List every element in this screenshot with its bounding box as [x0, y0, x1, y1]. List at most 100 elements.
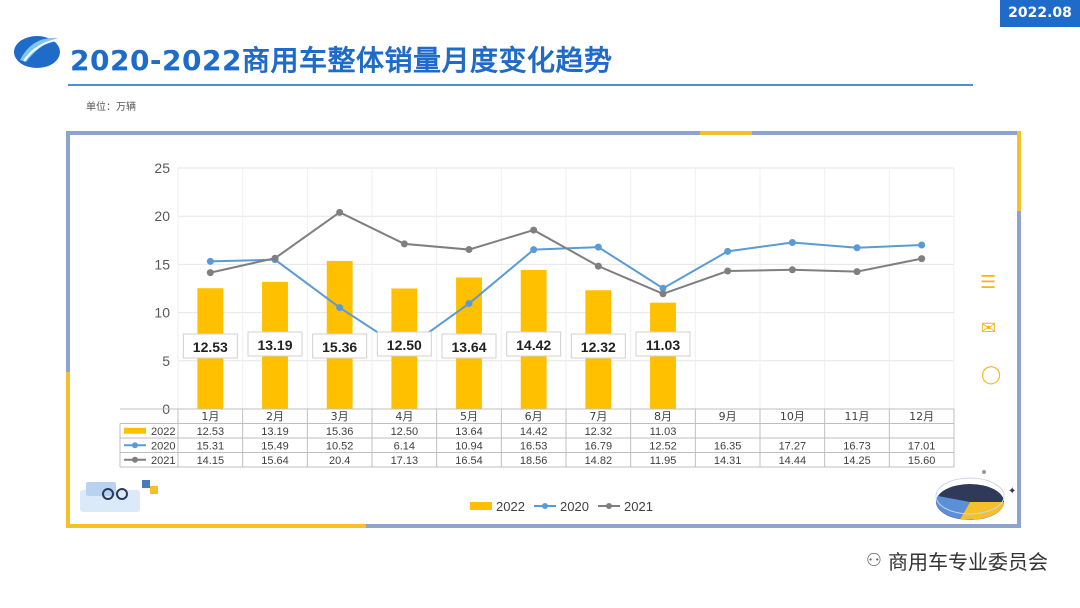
table-cell: 10.94: [455, 440, 483, 452]
table-cell: 17.27: [779, 440, 807, 452]
point-2021: [788, 266, 796, 274]
point-2020: [465, 300, 473, 308]
table-cell: 18.56: [520, 455, 548, 467]
point-2021: [530, 226, 538, 234]
bar-data-label: 13.64: [451, 339, 486, 355]
table-cell: 15.49: [261, 440, 289, 452]
legend-label: 2020: [560, 499, 589, 514]
table-cell: 16.53: [520, 440, 548, 452]
table-cell: 14.42: [520, 426, 548, 438]
point-2020: [853, 244, 861, 252]
table-legend-key: [132, 456, 138, 463]
data-label-box: [247, 331, 303, 357]
x-tick-label: 3月: [331, 410, 349, 423]
table-cell: 15.36: [326, 426, 354, 438]
bar-data-label: 13.19: [257, 337, 292, 353]
data-label-box: [441, 333, 497, 359]
table-cell: 14.31: [714, 455, 742, 467]
table-cell: 17.01: [908, 440, 936, 452]
legend-label: 2021: [624, 499, 653, 514]
menu-icon: ☰: [980, 272, 997, 293]
table-cell: 10.52: [326, 440, 354, 452]
point-2020: [918, 241, 926, 249]
table-cell: 11.95: [650, 455, 677, 467]
frame-accent: [700, 131, 752, 135]
table-cell: 12.32: [585, 426, 613, 438]
table-cell: 14.82: [585, 455, 613, 467]
table-cell: 12.50: [391, 426, 419, 438]
x-tick-label: 1月: [201, 410, 219, 423]
point-2021: [271, 254, 279, 262]
table-cell: 14.44: [779, 455, 807, 467]
table-series-name: 2022: [151, 426, 175, 438]
wechat-icon: ⚇: [865, 550, 882, 571]
data-label-box: [376, 331, 432, 357]
x-tick-label: 7月: [589, 410, 607, 423]
chat-bubble-icon: ◯: [981, 364, 1002, 385]
table-cell: 16.54: [455, 455, 483, 467]
x-tick-label: 10月: [780, 410, 805, 423]
bar-data-label: 15.36: [322, 339, 357, 355]
x-tick-label: 9月: [719, 410, 737, 423]
page-title: 2020-2022商用车整体销量月度变化趋势: [70, 44, 613, 77]
y-tick-label: 5: [162, 353, 170, 369]
point-2021: [465, 246, 473, 254]
table-series-name: 2021: [151, 455, 175, 467]
point-2021: [918, 255, 926, 263]
x-tick-label: 5月: [460, 410, 478, 423]
x-tick-label: 11月: [845, 410, 870, 423]
point-2021: [853, 268, 861, 276]
point-2021: [336, 208, 344, 216]
table-legend-key: [132, 442, 138, 449]
table-cell: 16.35: [714, 440, 742, 452]
table-cell: 17.13: [391, 455, 419, 467]
x-tick-label: 6月: [525, 410, 543, 423]
bar-data-label: 12.50: [387, 337, 422, 353]
point-2021: [724, 267, 732, 275]
point-2020: [724, 247, 732, 255]
legend-key: [606, 503, 612, 509]
title-divider: [68, 84, 973, 86]
pie-chart-illustration-icon: ✦: [935, 470, 1016, 520]
table-cell: 14.25: [843, 455, 871, 467]
point-2021: [206, 269, 214, 277]
y-tick-label: 20: [154, 208, 170, 224]
y-tick-label: 10: [154, 305, 170, 321]
bar-data-label: 11.03: [646, 337, 680, 353]
frame-accent: [1017, 131, 1021, 211]
point-2020: [659, 284, 667, 292]
point-2020: [788, 239, 796, 247]
y-tick-label: 25: [154, 160, 170, 176]
frame-accent: [66, 524, 366, 528]
x-tick-label: 4月: [395, 410, 413, 423]
point-2021: [400, 240, 408, 248]
table-cell: 15.60: [908, 455, 936, 467]
table-legend-key: [124, 427, 146, 434]
table-cell: 15.64: [261, 455, 289, 467]
bar-data-label: 14.42: [516, 337, 551, 353]
table-cell: 20.4: [329, 455, 350, 467]
date-badge: 2022.08: [1000, 0, 1080, 27]
brand-logo-icon: [14, 36, 60, 68]
data-label-box: [182, 333, 238, 359]
x-tick-label: 12月: [909, 410, 934, 423]
x-tick-label: 8月: [654, 410, 672, 423]
table-cell: 15.31: [197, 440, 225, 452]
frame-accent: [66, 372, 70, 528]
mail-icon: ✉: [981, 318, 997, 339]
watermark-text: 商用车专业委员会: [888, 550, 1048, 574]
legend-label: 2022: [496, 499, 525, 514]
point-2020: [336, 304, 344, 312]
data-label-box: [635, 331, 691, 357]
legend-key: [542, 503, 548, 509]
data-label-box: [570, 333, 626, 359]
line-2021: [210, 211, 922, 295]
table-cell: 11.03: [650, 426, 677, 438]
point-2020: [530, 246, 538, 254]
unit-label: 单位：万辆: [86, 102, 136, 113]
table-cell: 13.64: [455, 426, 483, 438]
table-cell: 13.19: [261, 426, 289, 438]
table-cell: 6.14: [394, 440, 415, 452]
data-label-box: [312, 333, 368, 359]
point-2021: [594, 262, 602, 270]
